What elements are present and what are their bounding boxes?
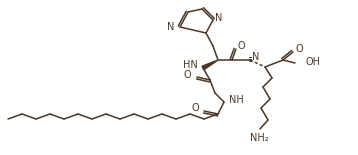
Text: O: O [296, 44, 304, 54]
Text: HN: HN [183, 60, 198, 70]
Text: NH: NH [229, 95, 244, 105]
Text: O: O [238, 41, 246, 51]
Text: OH: OH [305, 57, 320, 67]
Text: N: N [166, 22, 174, 32]
Text: NH₂: NH₂ [250, 133, 268, 143]
Polygon shape [202, 60, 218, 70]
Text: N: N [252, 52, 260, 62]
Text: N: N [215, 13, 222, 23]
Text: O: O [192, 103, 199, 113]
Text: O: O [183, 70, 191, 80]
